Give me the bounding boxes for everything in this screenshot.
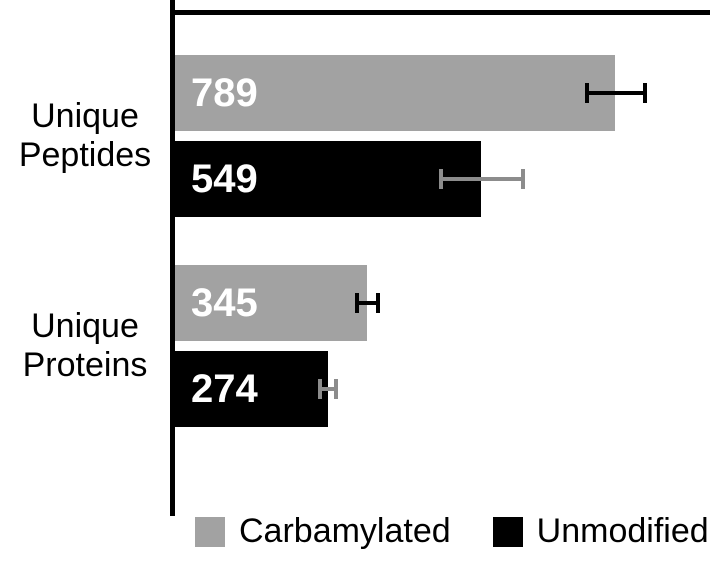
bar-unmodified: 274 [175,351,328,427]
bar-value-label: 274 [191,367,258,412]
legend-swatch-carbamylated [195,517,225,547]
legend: Carbamylated Unmodified [195,512,709,551]
error-bar-cap [439,169,443,189]
error-bar-cap [643,83,647,103]
legend-label: Unmodified [537,512,709,551]
category-label: Unique Peptides [10,97,160,175]
error-bar-line [587,91,646,95]
error-bar-cap [318,379,322,399]
error-bar-cap [585,83,589,103]
category-label-line: Peptides [19,136,151,174]
bar-carbamylated: 789 [175,55,615,131]
bar-value-label: 345 [191,281,258,326]
category-label-line: Proteins [23,346,148,384]
category-label: Unique Proteins [10,307,160,385]
error-bar-line [357,301,378,305]
bar-value-label: 789 [191,71,258,116]
horizontal-bar-chart: Unique Peptides Unique Proteins 789 549 … [0,0,726,569]
legend-swatch-unmodified [493,517,523,547]
bar-unmodified: 549 [175,141,481,217]
axis-tick [170,0,175,10]
error-bar-cap [355,293,359,313]
error-bar-cap [376,293,380,313]
category-label-line: Unique [31,307,139,345]
error-bar-cap [521,169,525,189]
axis-tick [170,500,175,516]
category-label-line: Unique [31,97,139,135]
error-bar-cap [334,379,338,399]
error-bar-line [441,177,523,181]
bar-carbamylated: 345 [175,265,367,341]
legend-label: Carbamylated [239,512,451,551]
bar-value-label: 549 [191,157,258,202]
